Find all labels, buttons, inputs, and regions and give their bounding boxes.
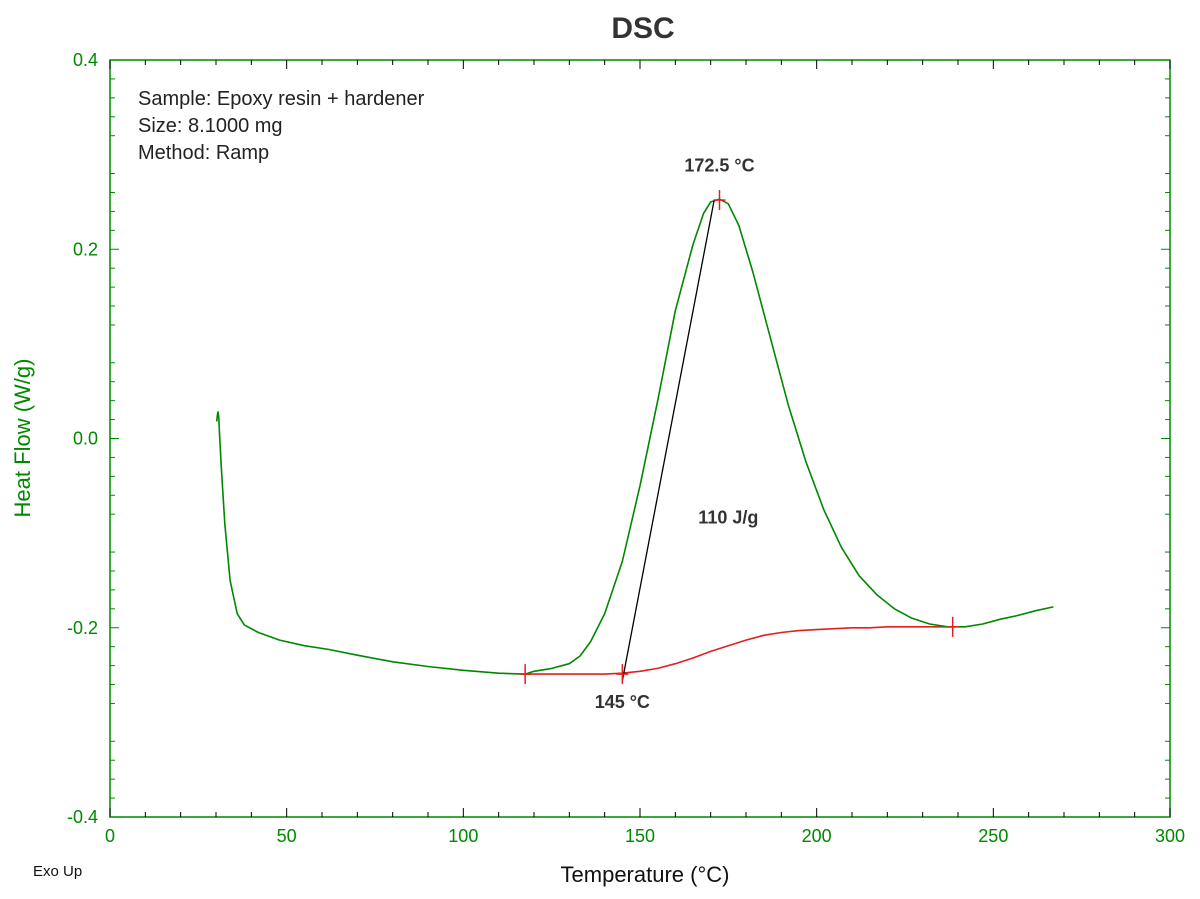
x-tick-label: 200 bbox=[802, 826, 832, 846]
y-axis-label: Heat Flow (W/g) bbox=[10, 359, 35, 518]
size-line: Size: 8.1000 mg bbox=[138, 115, 283, 137]
x-tick-label: 250 bbox=[978, 826, 1008, 846]
heat-flow-curve bbox=[215, 198, 1054, 675]
axes-group: 0 50 100 150 200 250 300 0.4 0.2 0.0 -0.2 -0.4 bbox=[67, 50, 1185, 846]
method-line: Method: Ramp bbox=[138, 142, 269, 164]
annotation-label: 110 J/g bbox=[698, 508, 758, 528]
y-tick-label: 0.0 bbox=[73, 429, 98, 449]
x-axis-label: Temperature (°C) bbox=[561, 862, 730, 887]
x-tick-label: 0 bbox=[105, 826, 115, 846]
y-tick-label: 0.2 bbox=[73, 239, 98, 259]
annotation-label: 172.5 °C bbox=[684, 156, 754, 176]
x-tick-label: 50 bbox=[277, 826, 297, 846]
exo-up-label: Exo Up bbox=[33, 863, 82, 880]
y-tick-label: 0.4 bbox=[73, 50, 98, 70]
x-tick-label: 150 bbox=[625, 826, 655, 846]
integration-baseline bbox=[525, 626, 953, 675]
chart-title: DSC bbox=[611, 12, 674, 45]
onset-tangent-line bbox=[621, 199, 715, 681]
sample-line: Sample: Epoxy resin + hardener bbox=[138, 88, 425, 110]
y-tick-label: -0.4 bbox=[67, 807, 98, 827]
annotation-label: 145 °C bbox=[595, 692, 650, 712]
sample-info: Sample: Epoxy resin + hardener Size: 8.1… bbox=[138, 88, 425, 164]
y-tick-label: -0.2 bbox=[67, 618, 98, 638]
plot-area: 172.5 °C 145 °C 110 J/g bbox=[215, 156, 1054, 712]
x-tick-label: 100 bbox=[448, 826, 478, 846]
x-tick-label: 300 bbox=[1155, 826, 1185, 846]
